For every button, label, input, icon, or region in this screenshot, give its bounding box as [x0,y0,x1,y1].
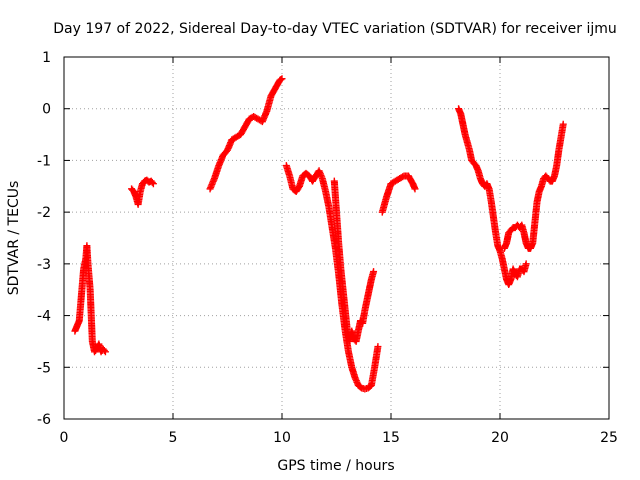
data-point [149,180,157,188]
data-point [277,75,285,83]
series-segment-5 [330,177,378,345]
series-segment-4 [282,162,382,393]
series-segment-6 [378,172,419,216]
y-tick-label: -4 [37,309,51,325]
y-axis-label: SDTVAR / TECUs [6,181,22,296]
data-point [411,185,419,193]
x-tick-label: 15 [382,430,400,446]
x-axis-label: GPS time / hours [277,458,394,474]
series-segment-8 [500,120,567,252]
series-segment-7 [455,105,530,289]
series-segment-2 [128,176,157,208]
plot-frame [63,56,610,420]
y-tick-label: 0 [42,102,51,118]
y-tick-label: -2 [37,205,51,221]
series-segment-3 [206,75,286,193]
data-point [370,268,378,276]
y-tick-label: -3 [37,257,51,273]
data-point [100,346,108,354]
data-points [71,75,567,393]
y-tick-label: -6 [37,412,51,428]
x-tick-label: 5 [169,430,178,446]
data-point [101,348,109,356]
data-point [148,178,156,186]
series-segment-1 [71,242,109,356]
data-point [374,343,382,351]
x-tick-label: 0 [60,430,69,446]
data-point [559,120,567,128]
x-tick-label: 10 [273,430,291,446]
y-tick-label: 1 [42,50,51,66]
y-tick-label: -1 [37,153,51,169]
chart-title: Day 197 of 2022, Sidereal Day-to-day VTE… [53,21,617,37]
x-tick-label: 20 [491,430,509,446]
x-tick-label: 25 [600,430,618,446]
y-tick-label: -5 [37,360,51,376]
data-point [278,75,286,83]
data-point [522,260,530,268]
